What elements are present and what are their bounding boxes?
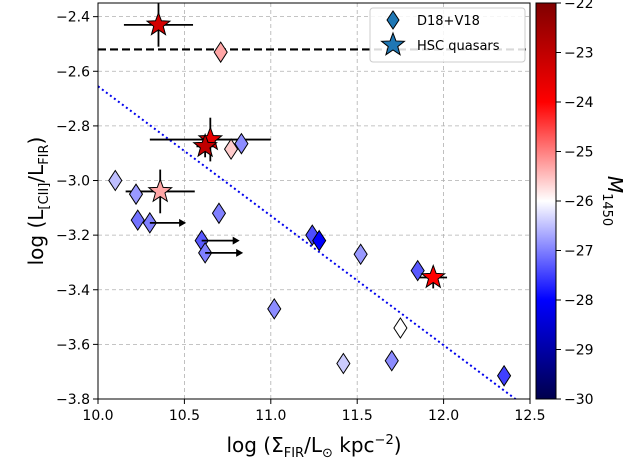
x-tick-label: 11.0 bbox=[255, 408, 286, 424]
colorbar-tick-label: −26 bbox=[564, 194, 594, 210]
lower-limit-arrow-head bbox=[179, 218, 187, 227]
d18-v18-point bbox=[211, 202, 227, 225]
colorbar-tick-label: −23 bbox=[564, 46, 594, 62]
y-tick-label: −3.8 bbox=[56, 392, 90, 408]
plot-frame bbox=[97, 2, 531, 400]
x-tick-label: 10.0 bbox=[82, 408, 113, 424]
x-tick-label: 10.5 bbox=[169, 408, 200, 424]
x-tick-label: 12.0 bbox=[428, 408, 459, 424]
lower-limit-arrow-head bbox=[232, 236, 240, 245]
y-tick-label: −2.8 bbox=[56, 119, 90, 135]
d18-v18-point bbox=[267, 297, 282, 320]
d18-v18-point bbox=[312, 229, 327, 252]
x-axis-ticks: 10.0 10.5 11.0 11.5 12.0 12.5 bbox=[82, 399, 546, 424]
d18-v18-point bbox=[108, 169, 123, 192]
colorbar-ticks: −22 −23 −24 −25 −26 −27 −28 −29 −30 bbox=[556, 0, 594, 408]
legend-label-hsc-quasars: HSC quasars bbox=[417, 39, 500, 54]
legend-markers bbox=[380, 10, 406, 56]
d18-v18-point bbox=[130, 209, 145, 232]
colorbar-tick-label: −24 bbox=[564, 95, 594, 111]
colorbar: −22 −23 −24 −25 −26 −27 −28 −29 −30 M1450 bbox=[535, 0, 627, 408]
d18-v18-point bbox=[410, 259, 425, 282]
lower-limit-arrows bbox=[149, 218, 244, 257]
d18-v18-point bbox=[128, 183, 144, 206]
colorbar-tick-label: −25 bbox=[564, 145, 594, 161]
lower-limit-arrow-head bbox=[236, 248, 244, 257]
y-axis-ticks: −2.4 −2.6 −2.8 −3.0 −3.2 −3.4 −3.6 −3.8 bbox=[56, 10, 98, 408]
d18-v18-point bbox=[234, 132, 249, 155]
y-tick-label: −3.6 bbox=[56, 337, 90, 353]
dotted-fit-line bbox=[98, 85, 518, 399]
colorbar-gradient bbox=[535, 2, 557, 400]
y-tick-label: −2.6 bbox=[56, 64, 90, 80]
colorbar-tick-label: −22 bbox=[564, 0, 594, 12]
d18-v18-point bbox=[496, 364, 512, 387]
legend-box bbox=[369, 7, 526, 63]
x-axis-label: log (ΣFIR/L⊙ kpc−2) bbox=[226, 433, 401, 461]
hsc-quasar-point bbox=[145, 11, 172, 36]
x-tick-label: 12.5 bbox=[514, 408, 545, 424]
y-tick-label: −3.4 bbox=[56, 283, 90, 299]
d18-v18-point bbox=[336, 352, 351, 375]
hsc-quasar-point bbox=[420, 264, 447, 289]
hsc-quasar-point bbox=[147, 177, 173, 203]
colorbar-tick-label: −30 bbox=[564, 392, 594, 408]
d18-v18-point bbox=[393, 317, 408, 339]
d18-v18-point bbox=[353, 243, 368, 266]
d18-v18-point bbox=[384, 349, 399, 372]
d18-v18-point bbox=[223, 138, 239, 161]
y-tick-label: −3.0 bbox=[56, 174, 90, 190]
legend-diamond-marker bbox=[386, 10, 400, 30]
legend-label-d18-v18: D18+V18 bbox=[417, 14, 480, 29]
legend: D18+V18 HSC quasars bbox=[369, 7, 526, 63]
colorbar-tick-label: −28 bbox=[564, 293, 594, 309]
d18-v18-point bbox=[213, 41, 228, 64]
y-tick-label: −3.2 bbox=[56, 228, 90, 244]
colorbar-tick-label: −29 bbox=[564, 343, 594, 359]
x-tick-label: 11.5 bbox=[342, 408, 373, 424]
hsc-quasar-point bbox=[192, 132, 218, 158]
data-markers bbox=[108, 11, 512, 387]
legend-star-marker bbox=[380, 31, 406, 56]
y-axis-label: log (L[CII]/LFIR) bbox=[24, 137, 52, 266]
colorbar-label: M1450 bbox=[599, 176, 627, 226]
y-tick-label: −2.4 bbox=[56, 10, 90, 26]
colorbar-tick-label: −27 bbox=[564, 244, 594, 260]
